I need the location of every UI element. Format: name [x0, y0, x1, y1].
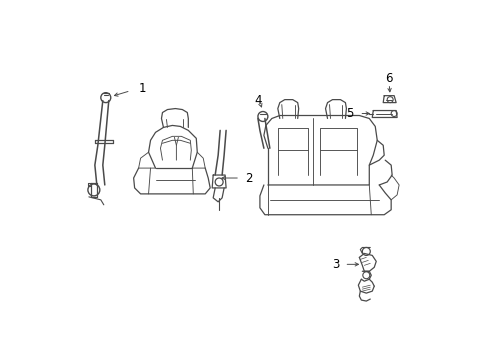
Text: 4: 4: [254, 94, 261, 107]
Text: 6: 6: [385, 72, 392, 85]
Text: 5: 5: [346, 107, 353, 120]
Text: 3: 3: [331, 258, 339, 271]
Text: 2: 2: [244, 171, 252, 185]
Text: 1: 1: [138, 82, 146, 95]
